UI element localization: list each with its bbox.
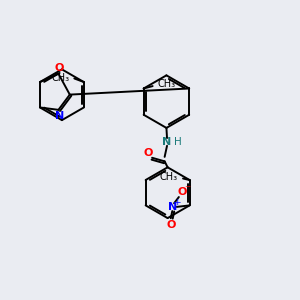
Text: H: H — [174, 137, 181, 147]
Text: O: O — [177, 187, 187, 197]
Text: O: O — [55, 63, 64, 73]
Text: ⁻: ⁻ — [185, 183, 191, 196]
Text: O: O — [143, 148, 153, 158]
Text: N: N — [168, 202, 177, 212]
Text: N: N — [55, 110, 64, 121]
Text: O: O — [166, 220, 176, 230]
Text: +: + — [173, 198, 181, 207]
Text: CH₃: CH₃ — [52, 73, 70, 83]
Text: CH₃: CH₃ — [157, 79, 175, 89]
Text: CH₃: CH₃ — [160, 172, 178, 182]
Text: N: N — [162, 137, 171, 147]
